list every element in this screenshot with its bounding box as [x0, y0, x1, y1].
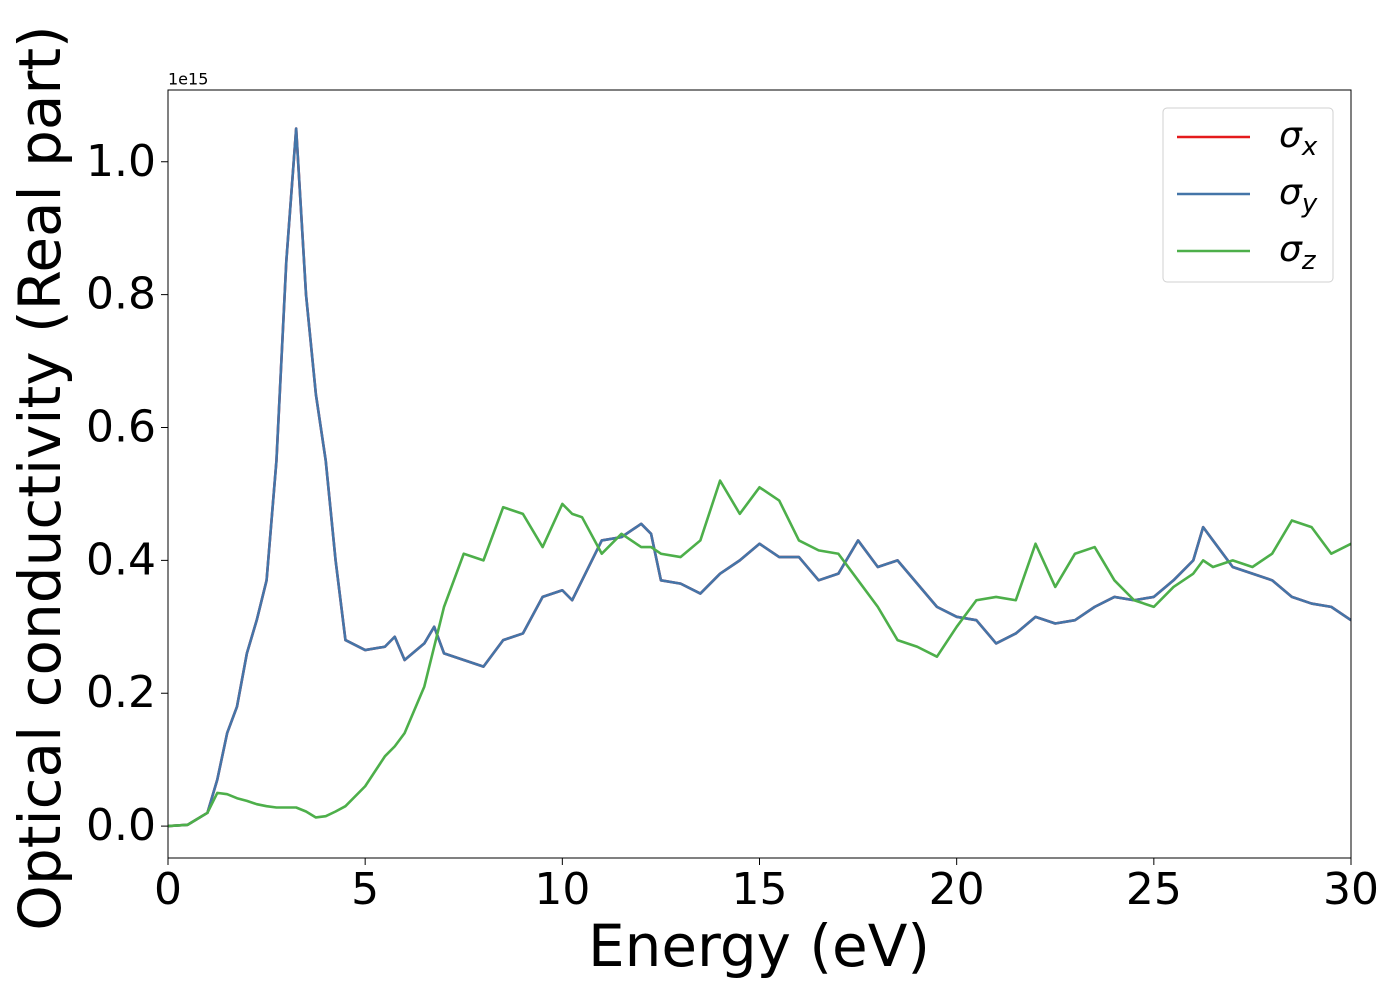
x-tick-label: 10 [534, 864, 590, 915]
y-tick-label: 0.6 [86, 401, 156, 452]
y-tick-label: 0.8 [86, 269, 156, 320]
y-tick-label: 0.2 [86, 667, 156, 718]
plot-frame [167, 89, 1352, 859]
legend-label: σx [1279, 115, 1318, 162]
series-line [168, 479, 1351, 828]
legend-label: σz [1279, 229, 1317, 276]
y-tick-label: 0.0 [86, 800, 156, 851]
x-tick-label: 25 [1126, 864, 1182, 915]
x-tick-label: 0 [154, 864, 182, 915]
y-axis-label: Optical conductivity (Real part) [6, 25, 74, 930]
x-tick-label: 15 [732, 864, 788, 915]
x-axis-label: Energy (eV) [588, 912, 930, 980]
offset-label: 1e15 [168, 70, 208, 89]
x-tick-label: 20 [929, 864, 985, 915]
legend-label: σy [1279, 172, 1318, 219]
x-tick-label: 30 [1323, 864, 1379, 915]
y-tick-label: 0.4 [86, 534, 156, 585]
x-tick-label: 5 [351, 864, 379, 915]
y-tick-label: 1.0 [86, 136, 156, 187]
